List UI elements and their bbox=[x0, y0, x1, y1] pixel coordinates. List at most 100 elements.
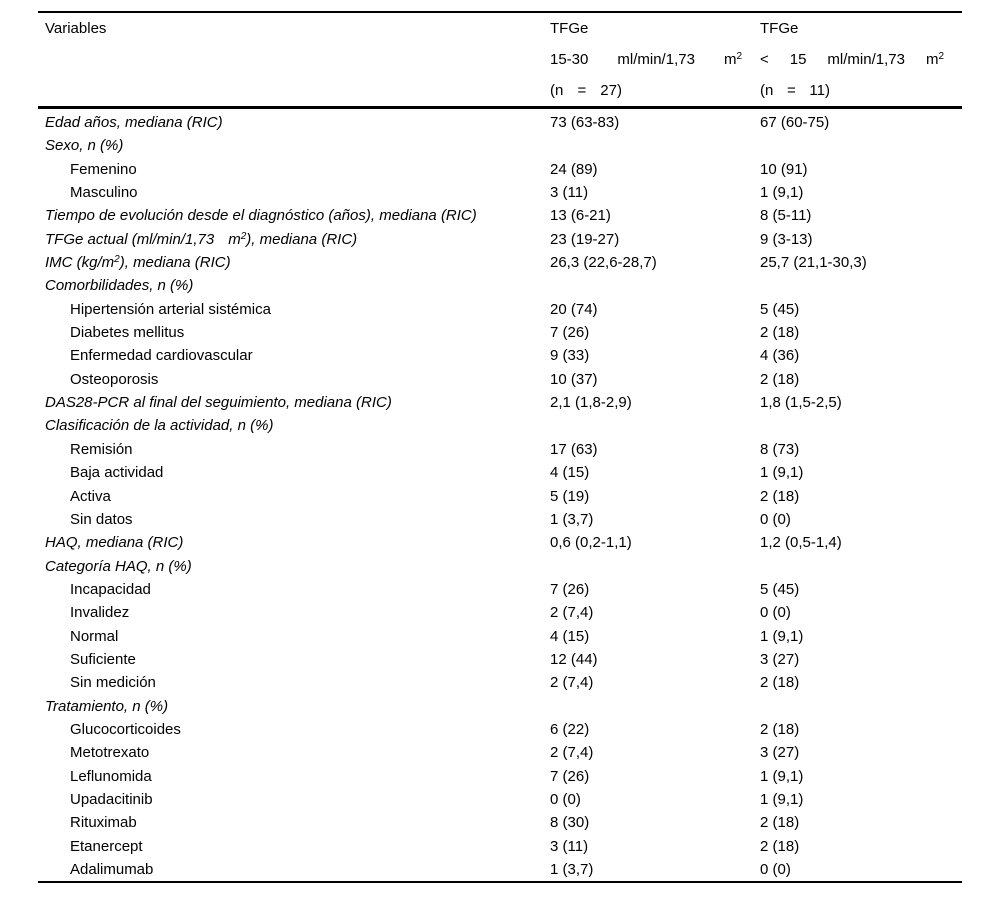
range-word: ml/min/1,73 bbox=[827, 51, 905, 68]
row-value-group1: 17 (63) bbox=[550, 440, 598, 458]
row-value-group2: 2 (18) bbox=[760, 487, 800, 505]
row-value-group2 bbox=[760, 274, 962, 297]
n-token: (n bbox=[550, 82, 564, 99]
row-label: Masculino bbox=[70, 184, 138, 202]
row-value-group1: 26,3 (22,6-28,7) bbox=[550, 254, 657, 272]
table-row: Enfermedad cardiovascular 9 (33) 4 (36) bbox=[38, 344, 962, 367]
row-value-group1: 7 (26) bbox=[550, 324, 590, 342]
row-label: Diabetes mellitus bbox=[70, 324, 185, 342]
n-token: 27) bbox=[600, 82, 622, 99]
row-label: Enfermedad cardiovascular bbox=[70, 347, 253, 365]
variables-header-label: Variables bbox=[45, 20, 107, 37]
row-label: Baja actividad bbox=[70, 464, 164, 482]
table-row: Adalimumab 1 (3,7) 0 (0) bbox=[38, 858, 962, 881]
row-label: DAS28-PCR al final del seguimiento, medi… bbox=[45, 394, 392, 412]
row-label: Normal bbox=[70, 627, 119, 645]
row-label: Comorbilidades, n (%) bbox=[45, 277, 194, 295]
row-value-group1: 5 (19) bbox=[550, 487, 590, 505]
table-row: Clasificación de la actividad, n (%) bbox=[38, 414, 962, 437]
row-value-group1: 0,6 (0,2-1,1) bbox=[550, 534, 632, 552]
table-body: Edad años, mediana (RIC) 73 (63-83) 67 (60… bbox=[38, 109, 962, 884]
table-row: Tratamiento, n (%) bbox=[38, 695, 962, 718]
row-label: Edad años, mediana (RIC) bbox=[45, 114, 223, 131]
table-row: Sexo, n (%) bbox=[38, 134, 962, 157]
table-row: Sin datos 1 (3,7) 0 (0) bbox=[38, 508, 962, 531]
row-label: Tiempo de evolución desde el diagnóstico… bbox=[45, 207, 477, 225]
row-value-group2: 5 (45) bbox=[760, 580, 800, 598]
table-header-row: Variables TFGe 15-30 ml/min/1,73 m2 (n = 27) T… bbox=[38, 11, 962, 109]
row-value-group2: 1,2 (0,5-1,4) bbox=[760, 534, 842, 552]
row-label: Upadacitinib bbox=[70, 790, 153, 808]
group-header-tfge-15-30: TFGe 15-30 ml/min/1,73 m2 (n = 27) bbox=[550, 13, 760, 106]
n-token: = bbox=[787, 82, 796, 99]
row-value-group2 bbox=[760, 134, 962, 157]
row-label: Adalimumab bbox=[70, 861, 154, 878]
row-value-group2: 0 (0) bbox=[760, 510, 791, 528]
row-label: Categoría HAQ, n (%) bbox=[45, 557, 192, 575]
table-row: Leflunomida 7 (26) 1 (9,1) bbox=[38, 765, 962, 788]
row-value-group2: 1 (9,1) bbox=[760, 464, 804, 482]
n-token: (n bbox=[760, 82, 774, 99]
row-value-group2: 1 (9,1) bbox=[760, 767, 804, 785]
row-label: Femenino bbox=[70, 160, 137, 178]
row-value-group2: 9 (3-13) bbox=[760, 230, 813, 248]
table-row: Tiempo de evolución desde el diagnóstico… bbox=[38, 204, 962, 227]
table-row: Femenino 24 (89) 10 (91) bbox=[38, 158, 962, 181]
row-value-group1: 13 (6-21) bbox=[550, 207, 611, 225]
table-row: Comorbilidades, n (%) bbox=[38, 274, 962, 297]
row-value-group1: 7 (26) bbox=[550, 580, 590, 598]
group-header-tfge-lt-15: TFGe <15 ml/min/1,73 m2 (n = 11) bbox=[760, 13, 962, 106]
superscript: 2 bbox=[114, 254, 120, 266]
row-value-group2: 2 (18) bbox=[760, 814, 800, 832]
table-row: DAS28-PCR al final del seguimiento, medi… bbox=[38, 391, 962, 414]
table-row: Incapacidad 7 (26) 5 (45) bbox=[38, 578, 962, 601]
row-label: Metotrexato bbox=[70, 744, 150, 762]
row-value-group2: 1 (9,1) bbox=[760, 627, 804, 645]
row-label: Hipertensión arterial sistémica bbox=[70, 300, 271, 318]
row-value-group2: 2 (18) bbox=[760, 720, 800, 738]
row-value-group2: 0 (0) bbox=[760, 861, 791, 878]
row-value-group2: 3 (27) bbox=[760, 744, 800, 762]
row-value-group1: 73 (63-83) bbox=[550, 114, 620, 131]
row-label: Remisión bbox=[70, 440, 133, 458]
row-value-group1: 2 (7,4) bbox=[550, 674, 594, 692]
row-value-group1: 23 (19-27) bbox=[550, 230, 620, 248]
table-row: Sin medición 2 (7,4) 2 (18) bbox=[38, 671, 962, 694]
row-label: HAQ, mediana (RIC) bbox=[45, 534, 184, 552]
range-word: m2 bbox=[925, 51, 944, 68]
row-value-group2: 5 (45) bbox=[760, 300, 800, 318]
row-value-group1: 2,1 (1,8-2,9) bbox=[550, 394, 632, 412]
row-value-group1: 6 (22) bbox=[550, 720, 590, 738]
row-value-group1: 3 (11) bbox=[550, 837, 589, 855]
table-row: Normal 4 (15) 1 (9,1) bbox=[38, 625, 962, 648]
row-value-group1: 24 (89) bbox=[550, 160, 598, 178]
row-value-group2: 3 (27) bbox=[760, 650, 800, 668]
table-row: IMC (kg/m2), mediana (RIC) 26,3 (22,6-28,… bbox=[38, 251, 962, 274]
row-value-group2 bbox=[760, 414, 962, 437]
group-sample-size: (n = 11) bbox=[760, 75, 830, 106]
table-row: Metotrexato 2 (7,4) 3 (27) bbox=[38, 741, 962, 764]
row-value-group2: 4 (36) bbox=[760, 347, 800, 365]
group-title: TFGe bbox=[760, 20, 799, 37]
row-label: Clasificación de la actividad, n (%) bbox=[45, 417, 274, 435]
row-value-group1: 10 (37) bbox=[550, 370, 598, 388]
row-value-group1: 8 (30) bbox=[550, 814, 590, 832]
row-label: Activa bbox=[70, 487, 111, 505]
table-row: Upadacitinib 0 (0) 1 (9,1) bbox=[38, 788, 962, 811]
variables-header-cell: Variables bbox=[38, 13, 550, 44]
baseline-characteristics-table: Variables TFGe 15-30 ml/min/1,73 m2 (n = 27) T… bbox=[38, 11, 962, 884]
row-value-group2: 2 (18) bbox=[760, 370, 800, 388]
table-row: Glucocorticoides 6 (22) 2 (18) bbox=[38, 718, 962, 741]
row-value-group1: 0 (0) bbox=[550, 790, 581, 808]
table-row: TFGe actual (ml/min/1,73 m2), mediana (RI… bbox=[38, 228, 962, 251]
row-value-group1: 4 (15) bbox=[550, 464, 590, 482]
row-value-group2: 67 (60-75) bbox=[760, 114, 830, 131]
table-row: Etanercept 3 (11) 2 (18) bbox=[38, 835, 962, 858]
row-label: IMC (kg/m2), mediana (RIC) bbox=[45, 254, 231, 272]
row-value-group2: 1 (9,1) bbox=[760, 184, 804, 202]
row-value-group1: 1 (3,7) bbox=[550, 510, 594, 528]
table-row: Baja actividad 4 (15) 1 (9,1) bbox=[38, 461, 962, 484]
row-value-group1 bbox=[550, 134, 760, 157]
n-token: 11) bbox=[809, 82, 830, 99]
superscript: 2 bbox=[240, 230, 247, 242]
